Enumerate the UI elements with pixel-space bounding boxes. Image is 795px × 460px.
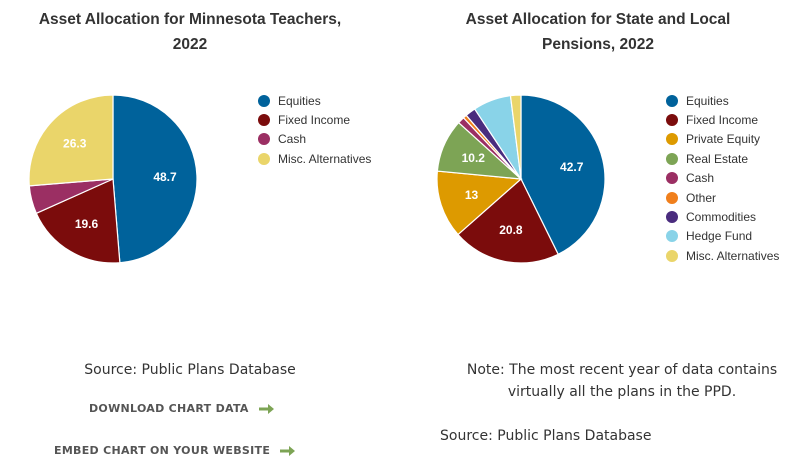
legend-label: Fixed Income — [278, 113, 351, 128]
legend-swatch-icon — [666, 211, 678, 224]
legend-label: Hedge Fund — [686, 229, 753, 244]
legend-label: Cash — [686, 171, 715, 186]
chart-title-line-1: Asset Allocation for Minnesota Teachers, — [38, 11, 342, 28]
legend-item[interactable]: Fixed Income — [666, 110, 779, 129]
legend-item[interactable]: Hedge Fund — [666, 227, 779, 246]
data-label: 48.7 — [153, 170, 177, 184]
chart-title-line-2: Pensions, 2022 — [541, 36, 654, 53]
data-label: 19.6 — [75, 217, 99, 231]
embed-chart-label: EMBED CHART ON YOUR WEBSITE — [54, 444, 271, 457]
data-label: 26.3 — [63, 137, 87, 151]
data-label: 10.2 — [462, 151, 486, 165]
pie-slice-equities[interactable] — [520, 94, 606, 256]
pie-slice-fixed-income[interactable] — [457, 178, 559, 264]
legend-label: Commodities — [686, 210, 757, 225]
arrow-right-icon — [280, 445, 296, 456]
legend-swatch-icon — [258, 114, 270, 127]
note-line-1: Note: The most recent year of data conta… — [466, 362, 778, 378]
source-right: Source: Public Plans Database — [440, 428, 652, 444]
legend-swatch-icon — [666, 133, 678, 146]
legend-label: Equities — [278, 93, 321, 108]
legend-label: Misc. Alternatives — [278, 151, 372, 166]
data-label: 42.7 — [560, 160, 584, 174]
legend-item[interactable]: Other — [666, 188, 779, 207]
data-label: 13 — [465, 188, 479, 202]
legend-item[interactable]: Equities — [258, 91, 371, 110]
legend-label: Private Equity — [686, 132, 761, 147]
legend-label: Misc. Alternatives — [686, 248, 780, 263]
legend-swatch-icon — [666, 172, 678, 185]
arrow-right-icon — [258, 403, 274, 414]
legend-swatch-icon — [666, 152, 678, 165]
legend-label: Cash — [278, 132, 307, 147]
legend-minnesota: Equities Fixed Income Cash Misc. Alternativ… — [258, 91, 371, 169]
legend-swatch-icon — [258, 133, 270, 146]
legend-item[interactable]: Fixed Income — [258, 110, 371, 129]
legend-swatch-icon — [666, 114, 678, 127]
legend-swatch-icon — [258, 94, 270, 107]
chart-title-line-2: 2022 — [172, 36, 208, 53]
legend-label: Real Estate — [686, 151, 749, 166]
embed-chart-link[interactable]: EMBED CHART ON YOUR WEBSITE — [54, 444, 296, 457]
pie-slice-equities[interactable] — [112, 94, 198, 264]
chart-title-minnesota: Asset Allocation for Minnesota Teachers,… — [20, 7, 360, 57]
legend-label: Other — [686, 190, 717, 205]
legend-item[interactable]: Misc. Alternatives — [666, 246, 779, 265]
legend-state-local: Equities Fixed Income Private Equity Real E… — [666, 91, 779, 266]
legend-swatch-icon — [666, 191, 678, 204]
legend-label: Equities — [686, 93, 729, 108]
legend-swatch-icon — [666, 230, 678, 243]
legend-item[interactable]: Misc. Alternatives — [258, 149, 371, 168]
legend-item[interactable]: Real Estate — [666, 149, 779, 168]
source-left: Source: Public Plans Database — [84, 362, 296, 378]
legend-swatch-icon — [666, 249, 678, 262]
note-line-2: virtually all the plans in the PPD. — [507, 384, 737, 400]
legend-item[interactable]: Cash — [258, 130, 371, 149]
chart-title-line-1: Asset Allocation for State and Local — [465, 11, 731, 28]
pie-slice-misc-alternatives[interactable] — [28, 94, 114, 187]
pie-slice-fixed-income[interactable] — [35, 178, 121, 264]
legend-item[interactable]: Cash — [666, 169, 779, 188]
note-right: Note: The most recent year of data conta… — [452, 359, 792, 403]
pie-slice-misc-alternatives[interactable] — [509, 94, 522, 180]
chart-title-state-local: Asset Allocation for State and Local Pen… — [428, 7, 768, 57]
legend-label: Fixed Income — [686, 113, 759, 128]
legend-item[interactable]: Equities — [666, 91, 779, 110]
download-chart-data-link[interactable]: DOWNLOAD CHART DATA — [89, 402, 275, 415]
legend-swatch-icon — [258, 152, 270, 165]
legend-swatch-icon — [666, 94, 678, 107]
data-label: 20.8 — [499, 223, 523, 237]
legend-item[interactable]: Private Equity — [666, 130, 779, 149]
download-chart-data-label: DOWNLOAD CHART DATA — [89, 402, 249, 415]
legend-item[interactable]: Commodities — [666, 207, 779, 226]
pie-slice-private-equity[interactable] — [436, 170, 523, 236]
